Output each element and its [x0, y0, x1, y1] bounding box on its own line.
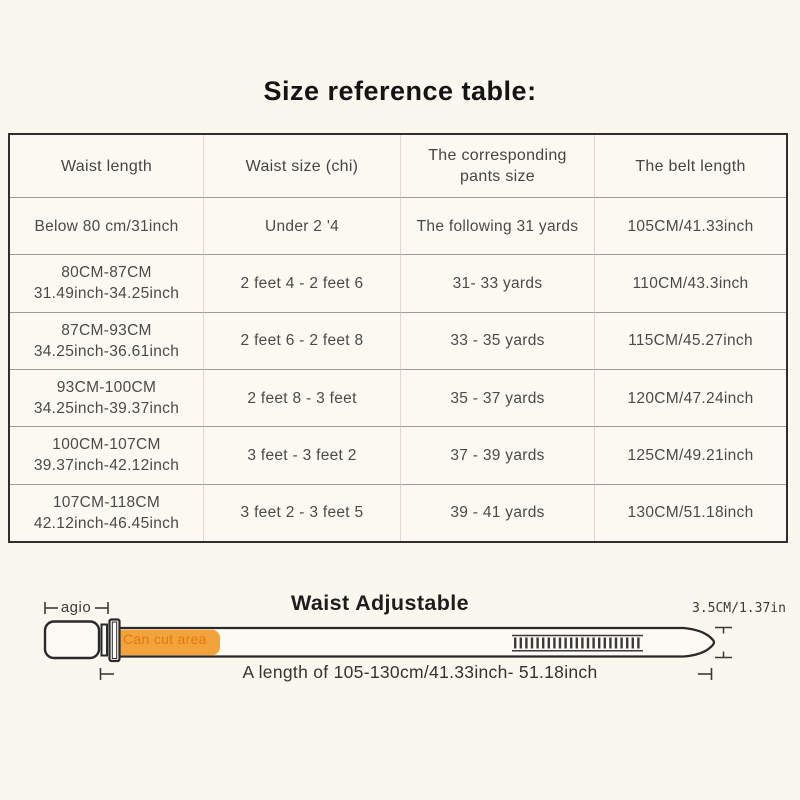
- header-label: The belt length: [635, 157, 746, 175]
- belt-diagram-graphic: [43, 602, 732, 680]
- buckle-dimension-marks: [44, 602, 109, 614]
- table-header-cell: The belt length: [594, 135, 786, 197]
- table-cell: 3 feet 2 - 3 feet 5: [203, 483, 400, 541]
- table-cell: 35 - 37 yards: [400, 368, 594, 427]
- belt-keeper-inner-line: [111, 621, 118, 659]
- belt-width-label: 3.5CM/1.37in: [692, 601, 786, 616]
- table-cell: 3 feet - 3 feet 2: [203, 426, 400, 484]
- ratchet-track: [512, 634, 643, 652]
- belt-diagram-title: Waist Adjustable: [290, 591, 470, 615]
- cut-area-highlight: [112, 629, 220, 656]
- table-cell: 37 - 39 yards: [400, 426, 594, 484]
- table-header-cell: The corresponding pants size: [400, 135, 594, 197]
- table-cell: 115CM/45.27inch: [594, 311, 786, 369]
- table-cell: The following 31 yards: [400, 197, 594, 255]
- cell-line: 34.25inch-39.37inch: [33, 400, 180, 418]
- table-header-cell: Waist length: [10, 135, 203, 197]
- table-cell: 2 feet 8 - 3 feet: [203, 368, 400, 427]
- buckle-label: agio: [60, 599, 92, 616]
- header-label: Waist size (chi): [245, 157, 359, 175]
- cell-line: 34.25inch-36.61inch: [33, 342, 180, 360]
- cell-line: 39.37inch-42.12inch: [33, 457, 180, 475]
- table-cell: Under 2 '4: [203, 197, 400, 255]
- table-cell: 100CM-107CM 39.37inch-42.12inch: [10, 426, 203, 483]
- cell-line: Below 80 cm/31inch: [34, 217, 179, 235]
- table-cell: 105CM/41.33inch: [594, 197, 786, 255]
- cell-line: 42.12inch-46.45inch: [33, 514, 180, 532]
- belt-width-dimension-marks: [715, 626, 732, 659]
- belt-length-label: A length of 105-130cm/41.33inch- 51.18in…: [242, 662, 598, 682]
- cell-line: 100CM-107CM: [52, 436, 161, 454]
- cell-line: 87CM-93CM: [61, 321, 152, 339]
- belt-buckle: [43, 620, 101, 660]
- cell-line: 93CM-100CM: [56, 379, 157, 397]
- table-cell: 130CM/51.18inch: [594, 483, 786, 541]
- table-cell: 2 feet 6 - 2 feet 8: [203, 311, 400, 369]
- table-cell: 31- 33 yards: [400, 254, 594, 312]
- size-reference-table: Waist length Waist size (chi) The corres…: [8, 133, 788, 543]
- table-cell: Below 80 cm/31inch: [10, 197, 203, 254]
- cut-area-label: Can cut area: [123, 631, 207, 647]
- belt-length-dimension-marks: [99, 668, 713, 680]
- header-label: The corresponding pants size: [428, 147, 567, 185]
- table-cell: 80CM-87CM 31.49inch-34.25inch: [10, 254, 203, 311]
- table-cell: 33 - 35 yards: [400, 311, 594, 369]
- table-cell: 39 - 41 yards: [400, 483, 594, 541]
- belt-keeper: [108, 618, 121, 663]
- belt-keeper: [100, 623, 108, 657]
- table-cell: 120CM/47.24inch: [594, 368, 786, 427]
- table-cell: 110CM/43.3inch: [594, 254, 786, 312]
- cell-line: 80CM-87CM: [61, 264, 152, 282]
- header-label: Waist length: [60, 157, 153, 175]
- table-cell: 87CM-93CM 34.25inch-36.61inch: [10, 311, 203, 369]
- page-title: Size reference table:: [263, 76, 537, 106]
- table-header-cell: Waist size (chi): [203, 135, 400, 197]
- table-cell: 107CM-118CM 42.12inch-46.45inch: [10, 483, 203, 541]
- table-cell: 125CM/49.21inch: [594, 426, 786, 484]
- table-cell: 93CM-100CM 34.25inch-39.37inch: [10, 368, 203, 426]
- belt-diagram: agio Waist Adjustable 3.5CM/1.37in Can c…: [0, 585, 800, 705]
- table-cell: 2 feet 4 - 2 feet 6: [203, 254, 400, 312]
- cell-line: 31.49inch-34.25inch: [33, 285, 180, 303]
- cell-line: 107CM-118CM: [52, 493, 161, 511]
